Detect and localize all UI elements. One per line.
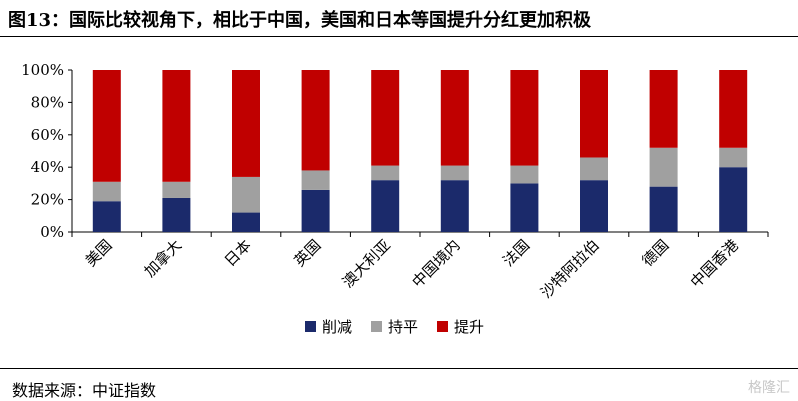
bar-segment xyxy=(440,180,469,232)
x-tick-label: 法国 xyxy=(499,236,533,270)
bar-segment xyxy=(162,181,191,198)
source-bar: 数据来源：中证指数 格隆汇 xyxy=(0,368,798,401)
x-tick-label: 日本 xyxy=(221,236,255,270)
bar-segment xyxy=(510,165,539,184)
bar-segment xyxy=(301,170,330,190)
bar-segment xyxy=(580,70,608,158)
bar-segment xyxy=(162,70,191,182)
bar-segment xyxy=(649,186,678,232)
legend-label: 削减 xyxy=(322,318,352,336)
bar-segment xyxy=(232,176,260,213)
y-tick-label: 0% xyxy=(40,223,64,241)
legend-label: 持平 xyxy=(388,318,418,336)
y-tick-label: 100% xyxy=(21,61,64,79)
x-tick-label: 中国境内 xyxy=(408,236,463,291)
bar-segment xyxy=(510,183,539,232)
x-tick-label: 澳大利亚 xyxy=(339,236,394,291)
bar-segment xyxy=(92,181,121,202)
bar-segment xyxy=(440,70,469,166)
x-tick-label: 美国 xyxy=(82,236,116,270)
bar-segment xyxy=(371,70,400,166)
bar-segment xyxy=(510,70,539,166)
bar-segment xyxy=(301,70,330,171)
x-tick-label: 德国 xyxy=(638,236,672,270)
x-tick-label: 中国香港 xyxy=(687,236,742,291)
stacked-bar-chart: 0% 20% 40% 60% 80% 100% 美国 加拿大 日本 英国 澳大利亚 中国境内 法国 沙特阿… xyxy=(21,61,769,336)
bar-segment xyxy=(371,165,400,181)
y-tick-label: 80% xyxy=(31,93,64,111)
bar-segment xyxy=(719,70,748,148)
bar-segment xyxy=(162,197,191,232)
bar-segment xyxy=(232,212,260,232)
y-tick-label: 60% xyxy=(31,126,64,144)
y-tick-label: 20% xyxy=(31,191,64,209)
bar-segment xyxy=(719,167,748,232)
legend-swatch xyxy=(305,321,316,332)
bar-segment xyxy=(580,180,608,232)
x-tick-label: 沙特阿拉伯 xyxy=(537,236,603,302)
bar-segment xyxy=(649,147,678,187)
bar-segment xyxy=(440,165,469,181)
figure-title: 图13：国际比较视角下，相比于中国，美国和日本等国提升分红更加积极 xyxy=(8,10,592,31)
x-tick-label: 英国 xyxy=(290,236,324,270)
bar-segment xyxy=(371,180,400,232)
legend-swatch xyxy=(371,321,382,332)
legend-label: 提升 xyxy=(454,318,484,336)
bar-segment xyxy=(92,70,121,182)
bar-segment xyxy=(580,157,608,181)
bar-segment xyxy=(92,201,121,232)
bar-segment xyxy=(232,70,260,177)
title-bar: 图13：国际比较视角下，相比于中国，美国和日本等国提升分红更加积极 xyxy=(0,0,798,37)
legend-swatch xyxy=(437,321,448,332)
x-tick-label: 加拿大 xyxy=(141,236,186,281)
source-note: 数据来源：中证指数 xyxy=(12,381,157,400)
bar-segment xyxy=(301,189,330,232)
y-tick-label: 40% xyxy=(31,158,64,176)
bar-segment xyxy=(719,147,748,168)
watermark: 格隆汇 xyxy=(748,380,790,396)
bar-segment xyxy=(649,70,678,148)
